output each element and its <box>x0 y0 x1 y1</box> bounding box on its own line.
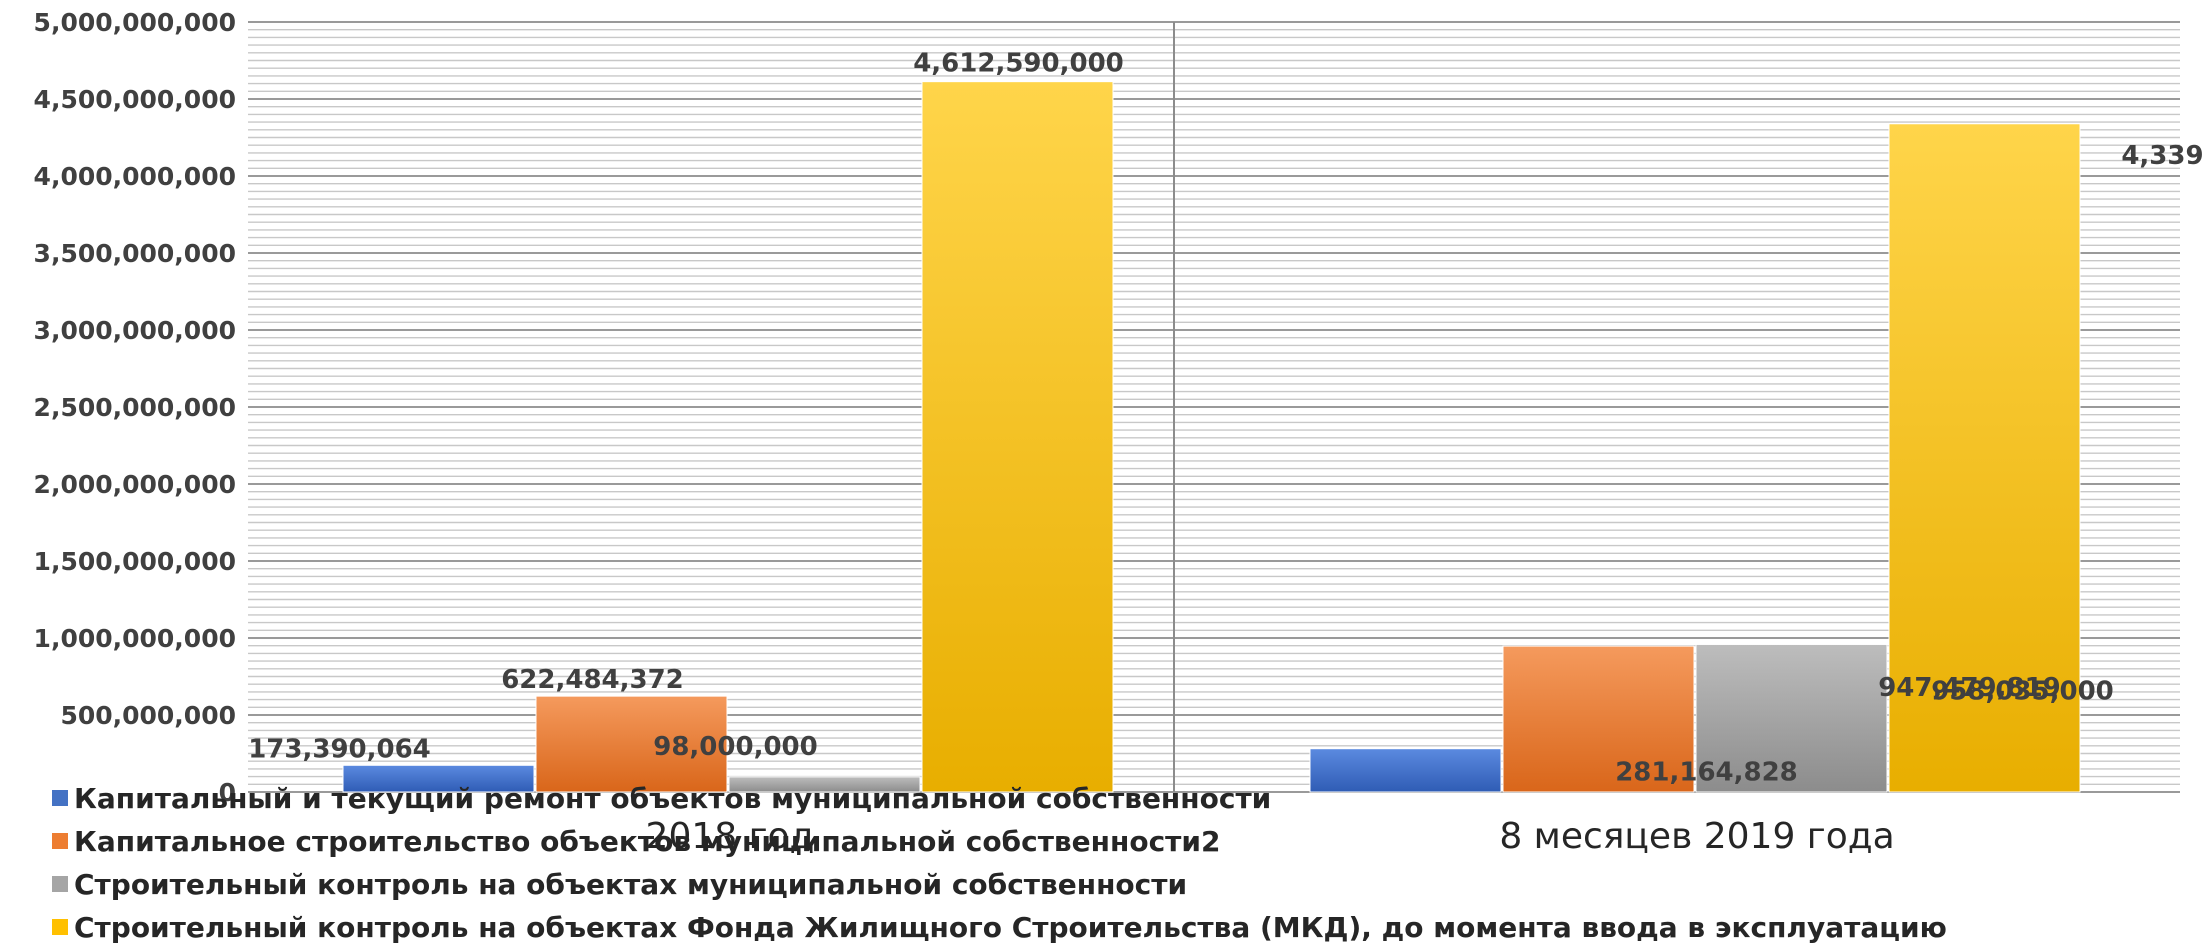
data-label-series-2-category-2: 947,479,819 <box>1878 673 2061 703</box>
x-category-label: 2018 год <box>646 816 815 857</box>
bar-series-2-category-2 <box>1502 645 1695 793</box>
x-axis: 2018 год 8 месяцев 2019 года <box>646 816 1895 857</box>
bar-series-2-category-1 <box>535 695 728 793</box>
bar-series-4-category-1 <box>921 81 1114 793</box>
bar-series-4-category-2 <box>1888 123 2081 793</box>
y-tick-label: 4,500,000,000 <box>34 85 236 114</box>
legend-entry: Строительный контроль на объектах Фонда … <box>74 911 1947 944</box>
bar-series-1-category-2 <box>1309 748 1502 793</box>
bar-series-1-category-1 <box>342 764 535 793</box>
data-label-series-4-category-2: 4,339,20 <box>2121 141 2205 171</box>
y-tick-label: 5,000,000,000 <box>34 8 236 37</box>
data-label-series-3-category-1: 98,000,000 <box>653 732 817 762</box>
y-tick-label: 0 <box>219 778 236 807</box>
legend-swatch <box>52 790 68 806</box>
legend-swatch <box>52 876 68 892</box>
legend-entry: Капитальное строительство объектов муниц… <box>74 825 1221 858</box>
legend-swatch <box>52 919 68 935</box>
data-label-series-2-category-1: 622,484,372 <box>501 665 684 695</box>
y-tick-label: 4,000,000,000 <box>34 162 236 191</box>
data-label-series-1-category-1: 173,390,064 <box>248 734 431 764</box>
data-label-series-1-category-2: 281,164,828 <box>1615 758 1798 788</box>
y-tick-label: 3,500,000,000 <box>34 239 236 268</box>
data-label-series-4-category-1: 4,612,590,000 <box>913 49 1124 79</box>
y-tick-label: 500,000,000 <box>60 701 236 730</box>
legend-entry: Строительный контроль на объектах муници… <box>74 868 1187 901</box>
y-tick-label: 2,000,000,000 <box>34 470 236 499</box>
bar-series-3-category-2 <box>1695 643 1888 793</box>
y-tick-label: 2,500,000,000 <box>34 393 236 422</box>
x-category-label: 8 месяцев 2019 года <box>1499 816 1894 857</box>
legend: Капитальный и текущий ремонт объектов му… <box>52 782 1947 944</box>
y-tick-label: 1,000,000,000 <box>34 624 236 653</box>
bar-series-3-category-1 <box>728 776 921 793</box>
legend-swatch <box>52 833 68 849</box>
y-tick-label: 1,500,000,000 <box>34 547 236 576</box>
legend-entry: Капитальный и текущий ремонт объектов му… <box>74 782 1271 815</box>
data-label-series-3-category-2: 958,035,000 <box>1931 676 2114 706</box>
y-axis-ticks: 0 500,000,000 1,000,000,000 1,500,000,000 2,… <box>34 8 236 807</box>
y-tick-label: 3,000,000,000 <box>34 316 236 345</box>
data-labels: 173,390,064 281,164,828 622,484,372 947,479… <box>248 49 2205 788</box>
bars <box>342 81 2081 793</box>
